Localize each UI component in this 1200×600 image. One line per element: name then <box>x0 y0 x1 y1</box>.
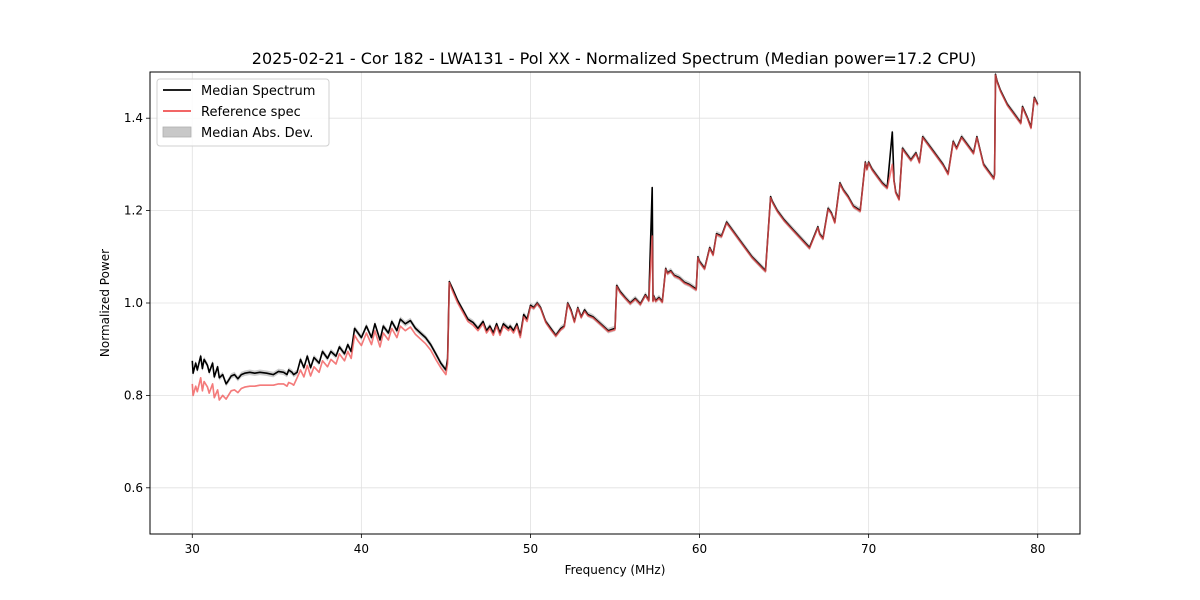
legend-label-median: Median Spectrum <box>201 84 315 99</box>
x-axis: 30 40 50 60 70 80 <box>185 534 1045 556</box>
legend-label-mad: Median Abs. Dev. <box>201 126 313 141</box>
x-tick-label: 30 <box>185 542 200 556</box>
y-axis: 0.6 0.8 1.0 1.2 1.4 <box>124 111 150 495</box>
legend-box <box>156 78 330 147</box>
reference-spectrum-line <box>191 74 1039 401</box>
y-tick-label: 1.2 <box>124 204 143 218</box>
x-tick-label: 40 <box>354 542 369 556</box>
x-tick-label: 60 <box>692 542 707 556</box>
y-tick-label: 1.4 <box>124 111 143 125</box>
y-tick-label: 0.6 <box>124 481 143 495</box>
y-axis-label: Normalized Power <box>98 249 112 357</box>
x-tick-label: 50 <box>523 542 538 556</box>
chart-title: 2025-02-21 - Cor 182 - LWA131 - Pol XX -… <box>252 49 976 68</box>
legend: Median Spectrum Reference spec Median Ab… <box>156 78 330 147</box>
y-tick-label: 1.0 <box>124 296 143 310</box>
legend-label-reference: Reference spec <box>201 105 301 120</box>
x-tick-label: 80 <box>1030 542 1045 556</box>
x-axis-label: Frequency (MHz) <box>565 563 666 577</box>
reference-spectrum-line-overlay <box>191 74 1039 401</box>
x-tick-label: 70 <box>861 542 876 556</box>
y-tick-label: 0.8 <box>124 388 143 402</box>
plot-area <box>191 72 1039 401</box>
legend-swatch-mad <box>162 126 192 138</box>
